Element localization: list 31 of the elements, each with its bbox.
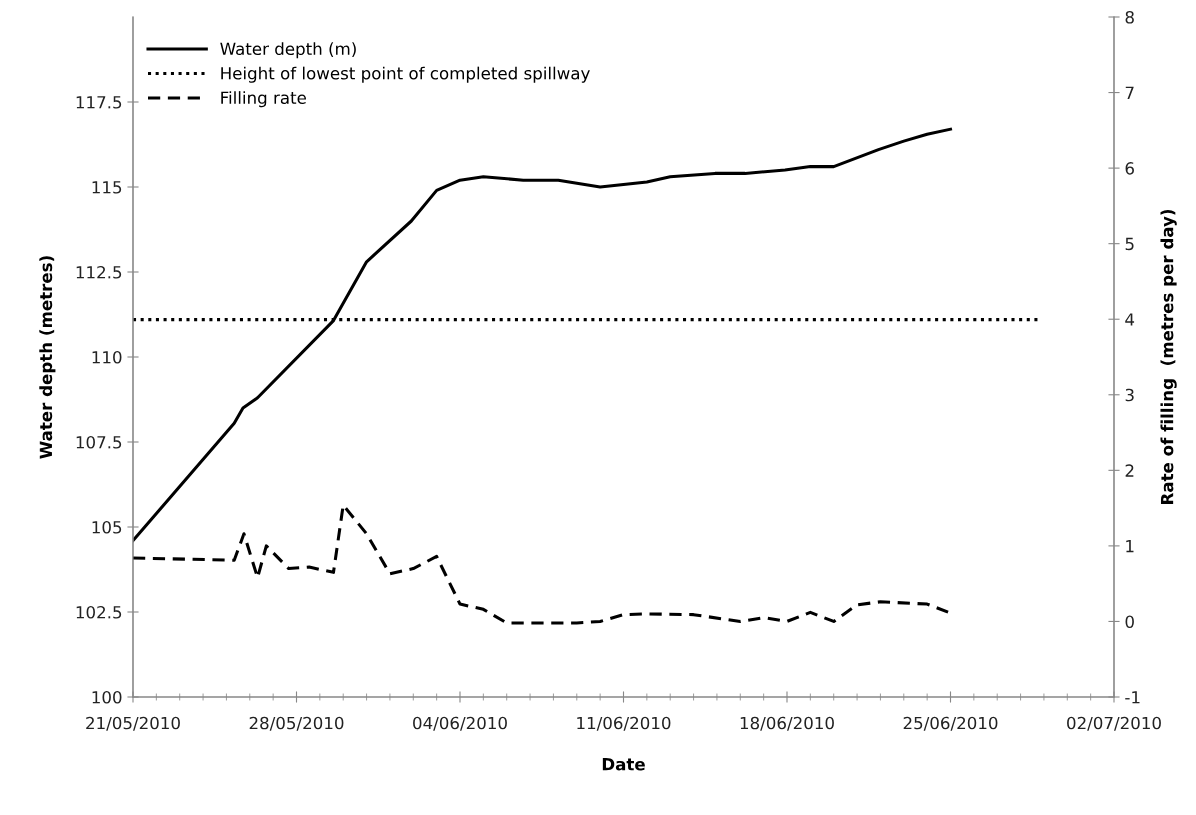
y-tick-label: 110 [92,350,122,364]
y2-tick-label: 7 [1125,86,1134,99]
y-tick-label: 112.5 [76,265,122,279]
y2-tick-label: -1 [1125,691,1140,704]
y-tick-label: 115 [92,181,122,194]
y-tick-label: 100 [92,690,122,704]
x-tick-label: 21/05/2010 [86,716,180,731]
legend-label: Water depth (m) [220,42,356,59]
x-axis-title: Date [602,758,645,771]
y-axis-title: Water depth (metres) [39,256,56,459]
y-tick-label: 105 [92,520,122,534]
y2-tick-label: 8 [1125,10,1134,24]
legend-label: Filling rate [221,91,306,108]
y2-tick-label: 1 [1126,540,1134,553]
y2-tick-label: 5 [1125,237,1134,251]
x-tick-label: 25/06/2010 [903,716,998,731]
y2-tick-label: 6 [1125,162,1134,175]
y-tick-label: 107.5 [76,435,122,449]
legend-label: Height of lowest point of completed spillway [221,66,590,83]
y-tick-label: 102.5 [76,605,122,619]
y2-tick-label: 2 [1125,464,1134,477]
y-tick-label: 117.5 [76,96,122,109]
x-tick-label: 02/07/2010 [1067,716,1161,731]
x-tick-label: 04/06/2010 [413,716,507,731]
y2-tick-label: 3 [1125,388,1134,402]
x-tick-label: 11/06/2010 [577,716,671,731]
x-tick-label: 18/06/2010 [740,716,834,731]
y2-tick-label: 4 [1125,313,1135,326]
y2-axis-title: Rate of filling (metres per day) [1160,209,1177,504]
y2-tick-label: 0 [1125,615,1134,629]
x-tick-label: 28/05/2010 [249,716,344,731]
